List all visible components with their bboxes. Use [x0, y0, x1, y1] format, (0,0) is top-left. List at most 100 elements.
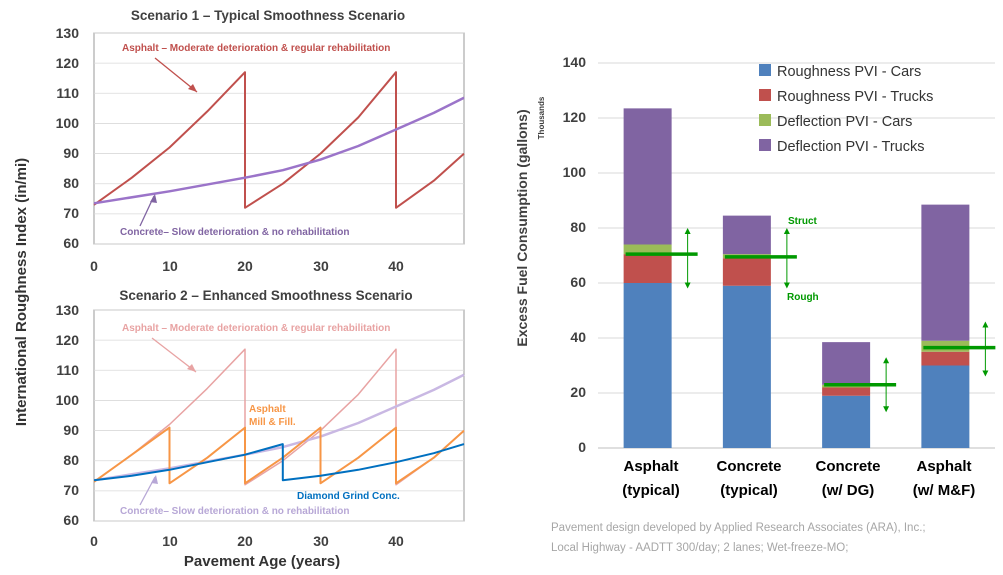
x-tick-labels: 0 10 20 30 40 — [90, 533, 404, 549]
x-tick-label: 40 — [388, 533, 404, 549]
category-label-line-2: (w/ DG) — [822, 482, 875, 499]
rough-marker-label: Rough — [787, 292, 819, 303]
y-tick-labels: 60 70 80 90 100 110 120 130 — [56, 302, 80, 528]
plot-frame — [93, 32, 465, 245]
y-tick-label: 80 — [570, 219, 586, 235]
y-axis-label: Excess Fuel Consumption (gallons) — [514, 109, 530, 346]
arrow-head — [151, 475, 158, 484]
shared-x-axis-label: Pavement Age (years) — [184, 553, 340, 570]
legend-label: Deflection PVI - Cars — [777, 114, 912, 130]
bar-segment — [921, 365, 970, 448]
struct-marker-label: Struct — [788, 216, 818, 227]
scenario-1-chart: Scenario 1 – Typical Smoothness Scenario… — [56, 8, 465, 274]
legend-label: Roughness PVI - Cars — [777, 64, 921, 80]
arrow-head — [150, 194, 157, 203]
y-tick-label: 100 — [56, 392, 80, 408]
x-tick-label: 10 — [162, 258, 178, 274]
category-label-line-2: (typical) — [622, 482, 680, 499]
asphalt-annotation: Asphalt – Moderate deterioration & regul… — [122, 43, 390, 54]
chart-title: Scenario 2 – Enhanced Smoothness Scenari… — [119, 288, 412, 303]
mill-fill-annotation-line-1: Asphalt — [249, 404, 286, 415]
y-tick-label: 60 — [63, 235, 79, 251]
scenario-2-chart: Scenario 2 – Enhanced Smoothness Scenari… — [56, 288, 465, 549]
bar-segment — [722, 285, 771, 448]
y-tick-label: 70 — [63, 205, 79, 221]
category-label-line-1: Concrete — [716, 458, 781, 475]
y-tick-label: 110 — [56, 85, 79, 101]
plot-frame — [93, 309, 465, 522]
legend-swatch — [759, 89, 771, 101]
arrow-head — [684, 282, 691, 289]
asphalt-annotation-arrow — [154, 57, 198, 93]
annotations: Asphalt – Moderate deterioration & regul… — [120, 323, 400, 517]
bar-segment — [623, 283, 672, 448]
legend-swatch — [759, 114, 771, 126]
concrete-annotation: Concrete– Slow deterioration & no rehabi… — [120, 227, 349, 238]
bar-segment — [921, 351, 970, 366]
x-tick-label: 30 — [313, 533, 329, 549]
legend-swatch — [759, 64, 771, 76]
x-tick-label: 30 — [313, 258, 329, 274]
category-label-line-2: (typical) — [720, 482, 778, 499]
arrow-head — [684, 228, 691, 234]
bar-segment — [623, 244, 672, 255]
range-markers — [625, 228, 996, 413]
bar-segment — [822, 395, 871, 448]
fuel-consumption-chart: Excess Fuel Consumption (gallons) Thousa… — [514, 54, 996, 499]
arrow-head — [783, 282, 790, 289]
y-tick-label: 130 — [56, 302, 80, 318]
legend-label: Deflection PVI - Trucks — [777, 139, 924, 155]
bar-segment — [921, 204, 970, 341]
chart-title: Scenario 1 – Typical Smoothness Scenario — [131, 8, 405, 23]
x-tick-label: 10 — [162, 533, 178, 549]
y-tick-label: 90 — [63, 145, 79, 161]
y-axis-unit-label: Thousands — [537, 96, 546, 139]
y-tick-label: 140 — [563, 54, 587, 70]
arrow-head — [188, 84, 197, 92]
bar-segment — [722, 258, 771, 286]
legend-label: Roughness PVI - Trucks — [777, 89, 933, 105]
asphalt-series-line — [93, 71, 465, 209]
y-tick-label: 0 — [578, 439, 586, 455]
concrete-annotation: Concrete– Slow deterioration & no rehabi… — [120, 506, 349, 517]
footnote: Pavement design developed by Applied Res… — [551, 522, 926, 554]
gridlines — [94, 32, 464, 245]
footnote-line-1: Pavement design developed by Applied Res… — [551, 522, 926, 534]
bar-segment — [623, 108, 672, 245]
concrete-series-line — [93, 96, 465, 205]
series-lines — [93, 348, 465, 486]
y-tick-label: 80 — [63, 452, 79, 468]
mill-fill-annotation-line-2: Mill & Fill. — [249, 417, 296, 428]
bar-stacks — [623, 108, 970, 448]
y-tick-labels: 0 20 40 60 80 100 120 140 — [563, 54, 587, 455]
diamond-grind-annotation: Diamond Grind Conc. — [297, 491, 400, 502]
x-tick-label: 20 — [237, 258, 253, 274]
y-tick-label: 60 — [570, 274, 586, 290]
annotations: Asphalt – Moderate deterioration & regul… — [120, 43, 390, 238]
shared-y-axis-label: International Roughness Index (in/mi) — [13, 158, 30, 426]
y-tick-label: 100 — [56, 115, 80, 131]
bar-segment — [623, 254, 672, 283]
x-tick-label: 20 — [237, 533, 253, 549]
bar-segment — [822, 342, 871, 385]
legend-swatch — [759, 139, 771, 151]
category-label-line-1: Asphalt — [916, 458, 971, 475]
arrow-head — [982, 370, 989, 377]
y-tick-label: 120 — [56, 332, 80, 348]
series-lines — [93, 71, 465, 209]
arrow-head — [982, 321, 989, 328]
x-category-labels: Asphalt (typical) Concrete (typical) Con… — [622, 458, 975, 499]
y-tick-label: 120 — [563, 109, 587, 125]
x-tick-labels: 0 10 20 30 40 — [90, 258, 404, 274]
arrow-head — [187, 364, 196, 372]
y-tick-labels: 60 70 80 90 100 110 120 130 — [56, 25, 80, 251]
y-tick-label: 100 — [563, 164, 587, 180]
y-tick-label: 60 — [63, 512, 79, 528]
y-tick-label: 80 — [63, 175, 79, 191]
y-tick-label: 90 — [63, 422, 79, 438]
category-label-line-1: Asphalt — [623, 458, 678, 475]
category-label-line-2: (w/ M&F) — [913, 482, 975, 499]
y-tick-label: 20 — [570, 384, 586, 400]
y-tick-label: 70 — [63, 482, 79, 498]
category-label-line-1: Concrete — [815, 458, 880, 475]
